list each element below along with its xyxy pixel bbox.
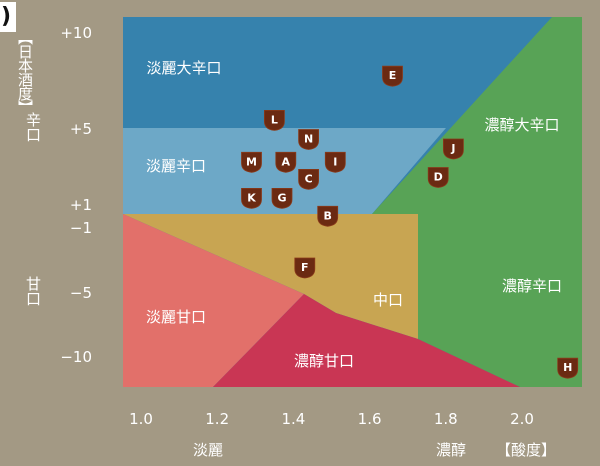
region-medium (123, 214, 418, 339)
point-marker-n: N (298, 129, 320, 150)
x-tick-label: 1.8 (434, 410, 458, 428)
point-shield-icon (317, 205, 339, 227)
y-tick-label: +1 (70, 196, 92, 214)
point-shield-icon (557, 357, 579, 379)
region-label-rich-sweet: 濃醇甘口 (294, 352, 354, 370)
point-shield-icon (427, 167, 449, 188)
y-tick-label: −1 (70, 219, 92, 237)
y-tick-label: +5 (70, 120, 92, 138)
region-label-light-dry: 淡麗辛口 (146, 157, 206, 175)
ticks-layer: 1.0 1.2 1.4 1.6 1.8 2.0 +10 +5 +1 −1 −5 −10 (60, 24, 534, 428)
point-marker-j: J (442, 138, 464, 160)
point-label: L (271, 113, 278, 126)
x-tick-label: 1.6 (358, 410, 382, 428)
point-shield-icon (298, 168, 320, 190)
point-label: D (434, 171, 443, 184)
point-shield-icon (442, 138, 464, 160)
point-shield-icon (241, 151, 262, 173)
x-end-label-rich: 濃醇 (436, 441, 466, 459)
point-marker-b: B (317, 205, 339, 227)
region-label-medium: 中口 (373, 291, 403, 309)
y-unit-label: 【日本酒度】 (16, 30, 34, 114)
point-shield-icon (324, 151, 346, 173)
point-label: H (563, 361, 572, 374)
point-marker-d: D (427, 167, 449, 188)
point-shield-icon (298, 129, 320, 150)
x-tick-label: 1.2 (205, 410, 229, 428)
x-end-label-light: 淡麗 (193, 441, 223, 459)
region-label-light-very-dry: 淡麗大辛口 (146, 59, 221, 77)
point-marker-f: F (294, 257, 316, 279)
point-marker-i: I (324, 151, 346, 173)
point-shield-icon (241, 187, 262, 209)
point-marker-k: K (241, 187, 262, 209)
point-marker-m: M (241, 151, 262, 173)
point-marker-l: L (263, 110, 285, 131)
y-end-label-sweet: 甘口 (24, 276, 42, 306)
point-label: M (246, 155, 257, 168)
x-unit-label: 【酸度】 (496, 441, 556, 459)
point-label: J (450, 142, 455, 155)
region-label-light-sweet: 淡麗甘口 (146, 308, 206, 326)
point-label: E (389, 69, 397, 82)
point-label: I (333, 155, 337, 168)
region-label-rich-dry: 濃醇辛口 (502, 277, 562, 295)
point-shield-icon (294, 257, 316, 279)
corner-mark: ) (0, 2, 16, 32)
point-marker-h: H (557, 357, 579, 379)
point-label: B (324, 209, 332, 222)
x-tick-label: 1.0 (129, 410, 153, 428)
point-label: K (247, 191, 256, 204)
point-marker-e: E (382, 65, 403, 87)
point-shield-icon (275, 151, 297, 173)
corner-mark-text: ) (1, 4, 12, 29)
point-shield-icon (271, 187, 293, 209)
point-marker-a: A (275, 151, 297, 173)
point-shield-icon (263, 110, 285, 131)
point-marker-g: G (271, 187, 293, 209)
points-layer: A B C D E F G H I J K L M N (241, 65, 579, 379)
region-label-rich-very-dry: 濃醇大辛口 (484, 116, 559, 134)
point-label: A (282, 155, 291, 168)
x-tick-label: 2.0 (510, 410, 534, 428)
y-tick-label: −10 (60, 348, 92, 366)
y-tick-label: −5 (70, 284, 92, 302)
y-end-label-dry: 辛口 (24, 112, 42, 142)
point-label: G (277, 191, 286, 204)
point-shield-icon (382, 65, 403, 87)
point-label: C (305, 172, 313, 185)
y-tick-label: +10 (60, 24, 92, 42)
point-label: F (301, 261, 309, 274)
point-label: N (304, 133, 313, 146)
region-light-sweet (123, 214, 304, 387)
point-marker-c: C (298, 168, 320, 190)
region-rich-sweet (213, 294, 520, 387)
region-rich (372, 17, 582, 387)
x-tick-label: 1.4 (281, 410, 305, 428)
